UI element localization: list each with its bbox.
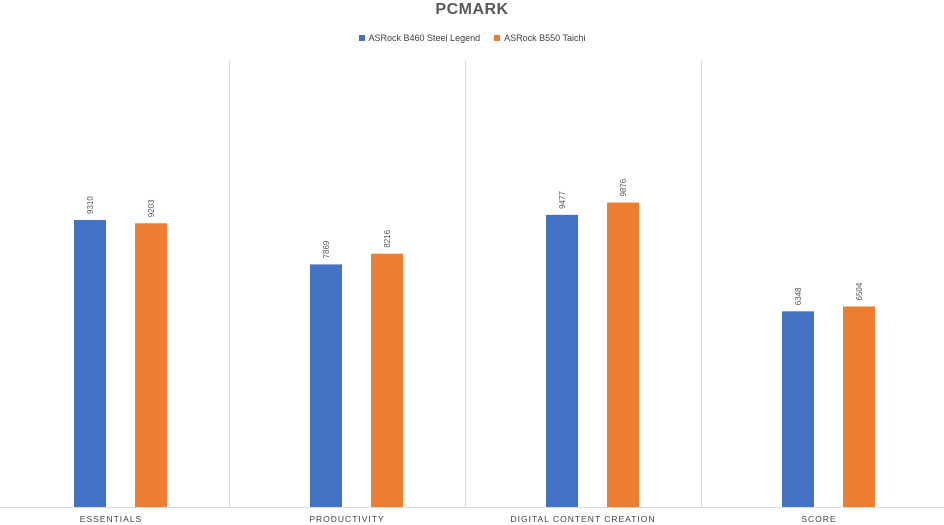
- bar-series-1: [546, 214, 578, 507]
- legend-label-series-1: ASRock B460 Steel Legend: [368, 33, 481, 43]
- chart-title: PCMARK: [435, 1, 509, 18]
- data-label: 9477: [558, 190, 567, 208]
- x-tick-label: ESSENTIALS: [80, 514, 142, 524]
- bar-series-1: [74, 219, 106, 507]
- legend-label-series-2: ASRock B550 Taichi: [504, 33, 586, 43]
- data-label: 9310: [86, 196, 95, 214]
- data-label: 9876: [619, 178, 628, 196]
- legend-item-series-1: ASRock B460 Steel Legend: [358, 33, 481, 43]
- data-label: 8216: [383, 229, 392, 247]
- x-tick-label: DIGITAL CONTENT CREATION: [510, 514, 655, 524]
- legend-swatch-series-1: [358, 35, 365, 41]
- legend-item-series-2: ASRock B550 Taichi: [494, 33, 585, 43]
- legend: ASRock B460 Steel Legend ASRock B550 Tai…: [0, 33, 944, 43]
- x-tick-label: PRODUCTIVITY: [309, 514, 384, 524]
- bar-series-2: [843, 306, 875, 507]
- data-label: 7869: [322, 240, 331, 258]
- bar-series-2: [607, 202, 639, 507]
- x-tick-label: SCORE: [801, 514, 836, 524]
- bar-series-1: [782, 311, 814, 507]
- data-label: 9203: [147, 199, 156, 217]
- data-label: 6504: [855, 282, 864, 300]
- bar-series-2: [371, 253, 403, 507]
- data-label: 6348: [794, 287, 803, 305]
- bar-series-2: [135, 223, 167, 507]
- bar-series-1: [310, 264, 342, 507]
- legend-swatch-series-2: [494, 35, 501, 41]
